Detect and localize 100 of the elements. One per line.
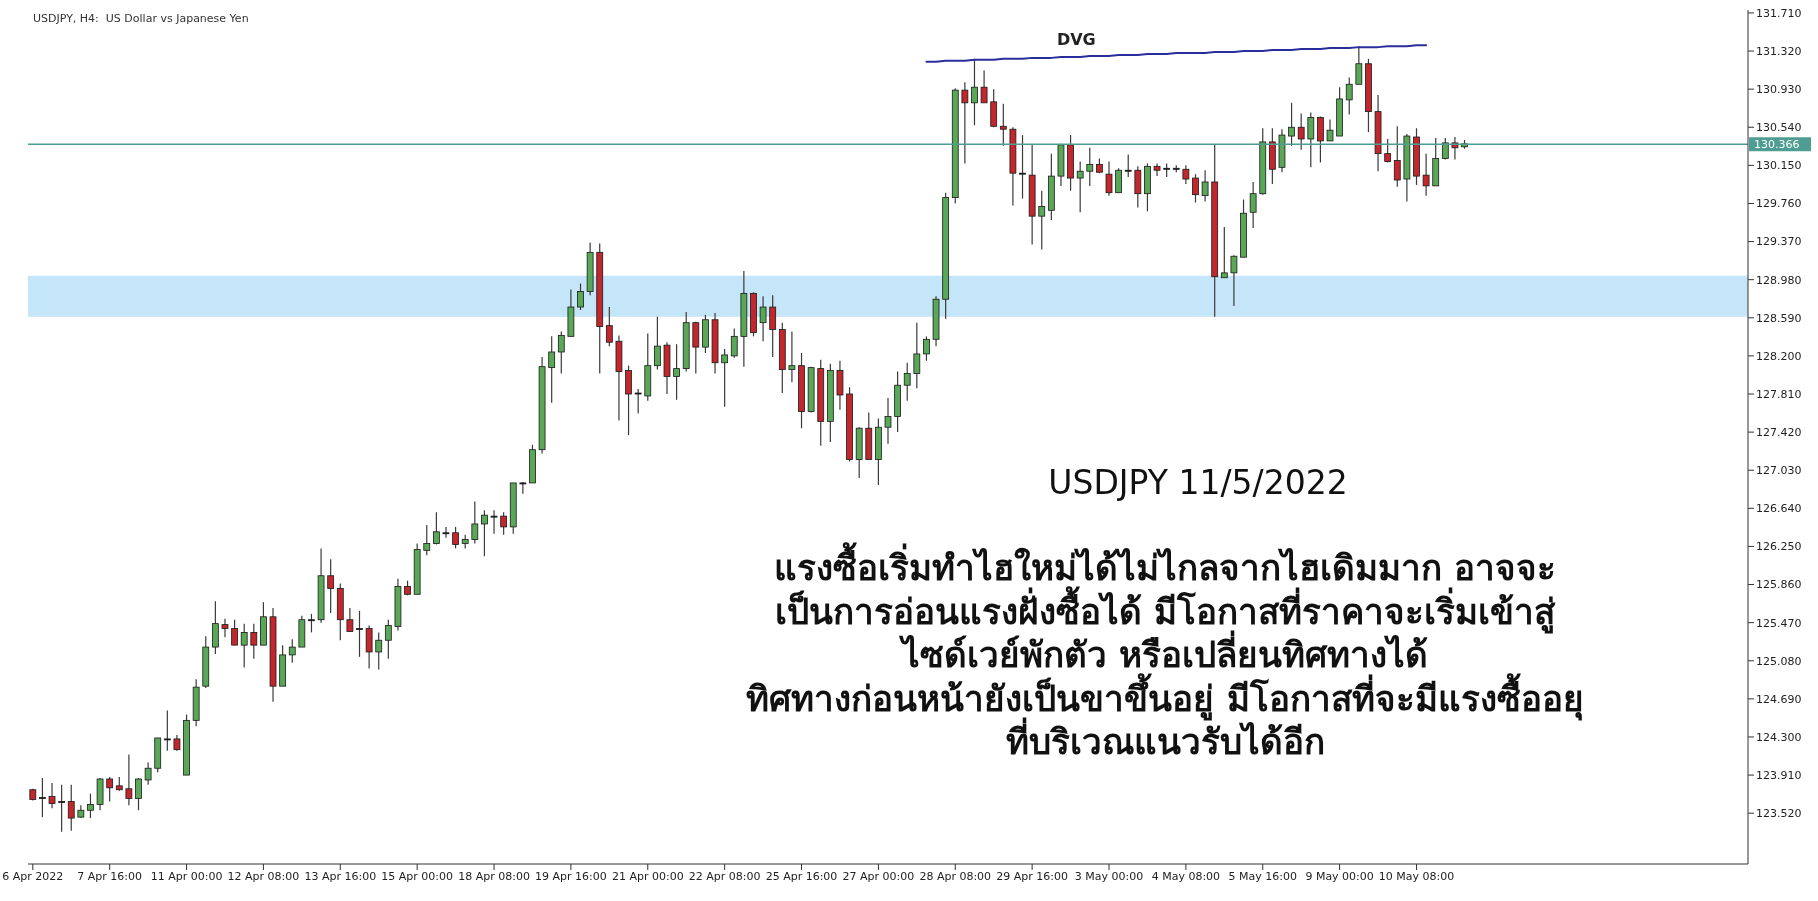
y-tick-label: 126.250 [1756, 540, 1802, 554]
candlestick [356, 610, 363, 658]
candlestick [346, 607, 354, 633]
candlestick [1153, 162, 1161, 177]
candlestick [1317, 115, 1324, 164]
candlestick [250, 623, 258, 660]
candlestick [1201, 169, 1209, 203]
candlestick [423, 524, 431, 556]
candlestick [1355, 45, 1363, 85]
y-tick-label: 128.200 [1756, 349, 1802, 363]
y-tick-label: 127.810 [1756, 387, 1802, 401]
candlestick [1393, 125, 1401, 188]
candlestick [58, 784, 66, 833]
y-tick-label: 125.860 [1756, 578, 1802, 592]
candlestick [212, 600, 219, 655]
candlestick [471, 500, 479, 545]
x-tick-label: 3 May 00:00 [1074, 869, 1144, 883]
candlestick [519, 481, 527, 495]
candlestick [1345, 76, 1353, 116]
candlestick [769, 294, 777, 358]
candlestick [48, 782, 56, 809]
candlestick [923, 335, 930, 362]
candlestick [1220, 226, 1228, 279]
candlestick [913, 322, 921, 389]
x-tick-label: 22 Apr 08:00 [688, 869, 761, 883]
candlestick [1134, 165, 1142, 208]
annotation: USDJPY 11/5/2022 [1047, 462, 1349, 504]
y-tick-label: 129.370 [1756, 235, 1802, 249]
x-tick-label: 6 Apr 2022 [2, 869, 64, 883]
x-tick-label: 5 May 16:00 [1228, 869, 1297, 883]
candlestick [144, 761, 152, 786]
candlestick [365, 624, 373, 670]
candlestick [39, 777, 46, 818]
x-tick-label: 27 Apr 00:00 [842, 869, 915, 883]
candlestick [577, 282, 584, 311]
x-tick-label: 7 Apr 16:00 [77, 869, 143, 883]
x-tick-label: 13 Apr 16:00 [304, 869, 377, 883]
y-tick-label: 125.080 [1756, 654, 1802, 668]
candlestick [375, 631, 383, 671]
candlestick [1105, 160, 1113, 197]
x-tick-label: 19 Apr 16:00 [535, 869, 607, 883]
candlestick [87, 793, 94, 819]
y-tick-label: 128.590 [1756, 311, 1802, 325]
candlestick [548, 335, 556, 404]
candlestick [1124, 154, 1132, 178]
candlestick [605, 306, 613, 347]
candlestick [500, 511, 508, 536]
chart-title: USDJPY, H4: US Dollar vs Japanese Yen [33, 12, 249, 25]
candlestick [240, 623, 248, 669]
candlestick [1249, 181, 1257, 229]
y-tick-label: 127.030 [1756, 464, 1802, 478]
y-tick-label: 126.640 [1756, 502, 1802, 516]
candlestick [1288, 102, 1295, 147]
candlestick [442, 526, 450, 539]
y-tick-label: 124.690 [1756, 692, 1802, 706]
candlestick [288, 638, 296, 664]
candlestick [730, 327, 738, 359]
candlestick [67, 784, 75, 832]
x-tick-label: 15 Apr 00:00 [381, 869, 454, 883]
candlestick [759, 295, 767, 342]
x-tick-label: 9 May 00:00 [1305, 869, 1374, 883]
y-tick-label: 124.300 [1756, 730, 1802, 744]
y-tick-label: 130.150 [1756, 159, 1802, 173]
y-tick-label: 127.420 [1756, 426, 1802, 440]
candlestick [1192, 173, 1199, 204]
candlestick [308, 613, 315, 634]
y-tick-label: 123.910 [1756, 768, 1802, 782]
candlestick [557, 330, 565, 375]
y-tick-label: 128.980 [1756, 273, 1802, 287]
candlestick [634, 388, 642, 415]
x-tick-label: 25 Apr 16:00 [765, 869, 838, 883]
candlestick [125, 753, 133, 806]
x-tick-label: 11 Apr 00:00 [150, 869, 223, 883]
x-tick-label: 29 Apr 16:00 [996, 869, 1068, 883]
candlestick [452, 526, 459, 549]
candlestick [654, 316, 661, 371]
candlestick [1086, 147, 1094, 187]
y-tick-label: 123.520 [1756, 807, 1802, 821]
candlestick [1326, 118, 1334, 142]
x-tick-label: 21 Apr 00:00 [611, 869, 684, 883]
candlestick [999, 103, 1007, 147]
candlestick [1297, 112, 1305, 151]
candlestick [1038, 190, 1046, 250]
candlestick [1307, 112, 1315, 168]
ref-line-label: 130.366 [1754, 138, 1800, 152]
candlestick [1115, 167, 1122, 194]
candlestick [163, 709, 171, 752]
candlestick [1230, 254, 1238, 307]
candlestick [433, 511, 440, 546]
candlestick [721, 348, 729, 408]
candlestick [384, 619, 392, 660]
candlestick [961, 81, 969, 165]
candlestick [1019, 134, 1026, 200]
x-tick-label: 12 Apr 08:00 [227, 869, 300, 883]
candlestick [980, 69, 988, 104]
candlestick [221, 618, 229, 638]
candlestick [106, 776, 114, 803]
candlestick [625, 365, 632, 436]
y-tick-label: 131.710 [1756, 6, 1802, 20]
y-tick-label: 129.760 [1756, 197, 1802, 211]
